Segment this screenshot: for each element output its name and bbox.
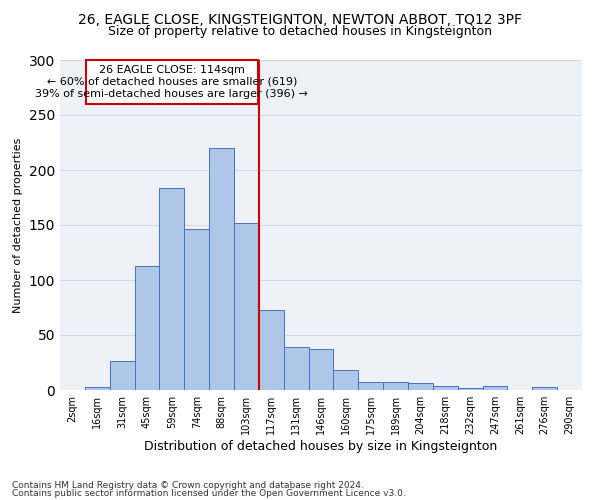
Text: ← 60% of detached houses are smaller (619): ← 60% of detached houses are smaller (61… [47, 77, 297, 87]
Text: Contains public sector information licensed under the Open Government Licence v3: Contains public sector information licen… [12, 488, 406, 498]
Text: 26 EAGLE CLOSE: 114sqm: 26 EAGLE CLOSE: 114sqm [99, 65, 245, 75]
Bar [408, 384, 433, 390]
Bar [383, 382, 408, 390]
Bar [482, 386, 508, 390]
Bar [308, 350, 334, 390]
Text: Contains HM Land Registry data © Crown copyright and database right 2024.: Contains HM Land Registry data © Crown c… [12, 481, 364, 490]
Bar [86, 60, 257, 104]
Text: 39% of semi-detached houses are larger (396) →: 39% of semi-detached houses are larger (… [35, 89, 308, 99]
Bar [284, 347, 308, 390]
Bar [85, 386, 110, 390]
Bar [234, 223, 259, 390]
Bar [134, 266, 160, 390]
Text: Size of property relative to detached houses in Kingsteignton: Size of property relative to detached ho… [108, 25, 492, 38]
Text: 26, EAGLE CLOSE, KINGSTEIGNTON, NEWTON ABBOT, TQ12 3PF: 26, EAGLE CLOSE, KINGSTEIGNTON, NEWTON A… [78, 12, 522, 26]
Bar [209, 148, 234, 390]
Bar [458, 388, 482, 390]
Bar [184, 230, 209, 390]
Bar [433, 386, 458, 390]
Bar [110, 362, 134, 390]
Bar [358, 382, 383, 390]
Bar [532, 386, 557, 390]
Bar [259, 310, 284, 390]
Bar [334, 370, 358, 390]
X-axis label: Distribution of detached houses by size in Kingsteignton: Distribution of detached houses by size … [145, 440, 497, 453]
Bar [160, 188, 184, 390]
Y-axis label: Number of detached properties: Number of detached properties [13, 138, 23, 312]
